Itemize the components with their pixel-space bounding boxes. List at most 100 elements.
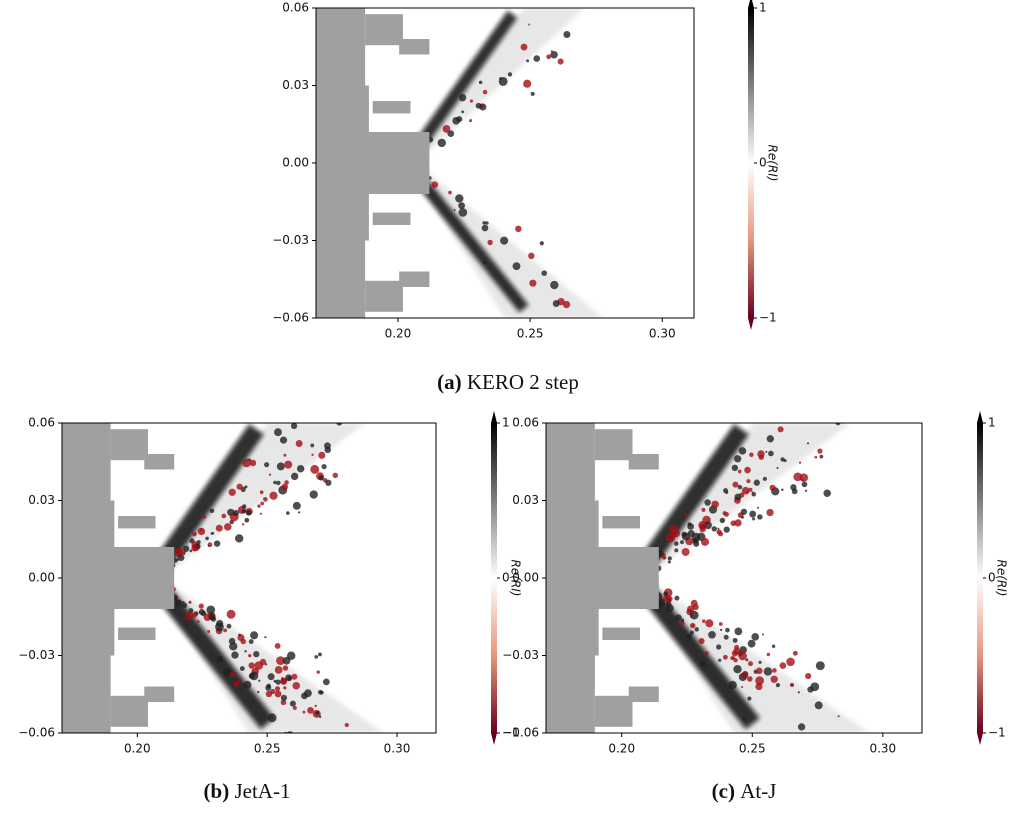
x-tick-label: 0.25 [517,327,544,341]
colorbar-tick-label: 1 [502,416,510,430]
flame-blob [807,686,814,693]
flame-blob [284,460,293,469]
flame-blob [265,690,273,698]
flame-blob [723,488,729,494]
flame-blob [282,665,289,671]
flame-blob [757,514,763,520]
injector [628,454,659,470]
flame-blob [769,484,776,491]
flame-blob [469,119,473,123]
flame-blob [823,489,831,498]
flame-blob [318,715,322,719]
injector [110,429,149,461]
flame-blob [777,426,784,433]
flame-blob [498,76,508,86]
flame-blob [699,660,707,667]
flame-blob [276,462,285,471]
flame-blob [746,479,751,484]
flame-blob [292,501,301,510]
flame-blob [177,554,185,561]
flame-blob [215,524,223,532]
flame-blob [245,509,252,516]
x-tick-label: 0.30 [869,742,896,756]
flame-blob [216,655,224,663]
colorbar-extend [748,0,754,8]
injector [399,39,430,55]
flame-blob [680,540,685,545]
caption-text: KERO 2 step [467,370,579,394]
injector [391,150,415,176]
colorbar-extend [977,733,983,745]
flame-blob [529,279,537,287]
flame-blob [500,236,509,245]
flame-blob [550,280,559,290]
flame-blob [683,513,687,517]
flame-blob [733,455,742,463]
flame-blob [259,658,267,666]
flame-blob [189,549,193,553]
flame-blob [273,480,277,485]
flame-shade [406,8,604,318]
flame-blob [282,656,291,665]
flame-blob [276,480,281,486]
flame-blob [701,507,706,512]
flame-blob [223,667,232,677]
flame-blob [202,514,206,519]
flame-blob [753,479,760,486]
flame-blob [286,511,290,515]
flame-blob [725,627,730,633]
flame-blob [248,662,255,669]
flame-blob [263,496,268,502]
flame-blob [281,483,289,491]
y-tick-label: −0.03 [18,648,55,662]
colorbar-label: Re(RI) [766,145,780,182]
flame-blob [733,665,742,674]
y-tick-label: −0.06 [502,726,539,740]
flame-blob [458,93,467,102]
flame-blob [311,453,314,456]
flame-blob [198,603,204,609]
injector [365,14,403,46]
flame-blob [766,435,774,443]
injector [594,695,633,727]
caption: (c) At-J [712,779,777,803]
liner [316,8,320,318]
flame-blob [461,110,464,114]
flame-blob [224,523,232,531]
flame-blob [442,125,451,133]
flame-blob [290,423,298,430]
flame-blob [766,652,771,657]
flame-blob [679,620,685,626]
flame-blob [557,58,564,65]
flame-blob [539,241,544,246]
injector [144,454,175,470]
flame-blob [738,447,747,455]
flame-blob [176,548,184,556]
flame-blob [233,672,237,676]
flame-blob [699,526,706,533]
colorbar-label: Re(RI) [509,560,523,597]
y-tick-label: −0.03 [272,233,309,247]
flame-blob [718,622,723,626]
flame-blob [242,458,252,468]
flame-blob [686,633,693,640]
flame-blob [772,668,777,673]
flame-blob [213,540,221,547]
injector [399,271,430,287]
flame-blob [242,504,247,509]
flame-blob [215,622,224,632]
flame-blob [723,634,729,640]
flame-blob [456,116,463,123]
flame-blob [720,628,723,631]
flame-blob [318,451,326,459]
colorbar-tick-label: 0 [502,571,510,585]
flame-blob [478,80,483,85]
flame-blob [264,635,267,639]
flame-blob [269,491,278,500]
flame-blob [283,686,287,690]
flame-blob [289,700,296,707]
flame-blob [309,490,318,499]
flame-blob [747,639,756,648]
flame-blob [448,190,452,195]
flame-blob [692,537,699,544]
